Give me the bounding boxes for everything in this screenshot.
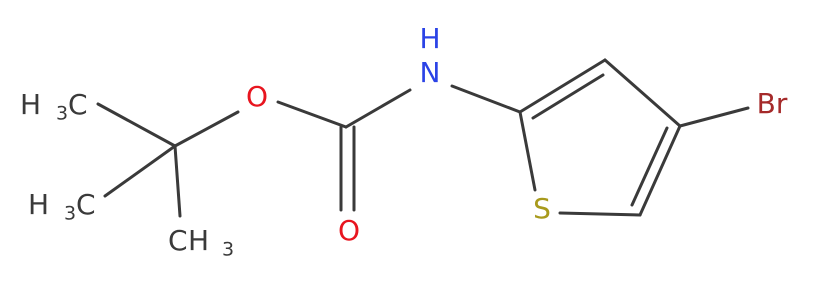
atom-label: N	[420, 56, 441, 89]
bond	[344, 88, 412, 129]
bond	[173, 110, 240, 148]
atom-label: H	[20, 88, 41, 121]
atom-label: H	[188, 224, 209, 257]
bond	[518, 110, 537, 192]
atom-subscript: 3	[64, 203, 76, 225]
bond	[558, 211, 642, 217]
bond	[450, 84, 522, 114]
bond	[173, 144, 182, 218]
bond	[276, 100, 348, 129]
atom-label: Br	[757, 87, 788, 120]
bond	[531, 73, 605, 120]
bond	[518, 58, 607, 114]
bond	[603, 58, 682, 128]
atom-label: O	[246, 80, 268, 113]
methyl-mid: H 3 C	[28, 188, 96, 225]
atom-subscript: 3	[56, 103, 68, 125]
bond	[96, 102, 177, 148]
atom-label: O	[338, 214, 360, 247]
atom-label: C	[68, 88, 88, 121]
bonds	[96, 58, 750, 218]
atom-label: S	[533, 192, 551, 225]
atom-label: C	[76, 188, 96, 221]
bond	[630, 126, 669, 207]
methyl-top: H 3 C	[20, 88, 88, 125]
atom-label: C	[168, 224, 188, 257]
atom-label: H	[419, 22, 440, 55]
bond	[103, 144, 177, 198]
methyl-bottom: C H 3	[168, 224, 234, 261]
atom-label: H	[28, 188, 49, 221]
bond	[638, 124, 682, 217]
bond	[678, 106, 750, 128]
atom-subscript: 3	[222, 239, 234, 261]
